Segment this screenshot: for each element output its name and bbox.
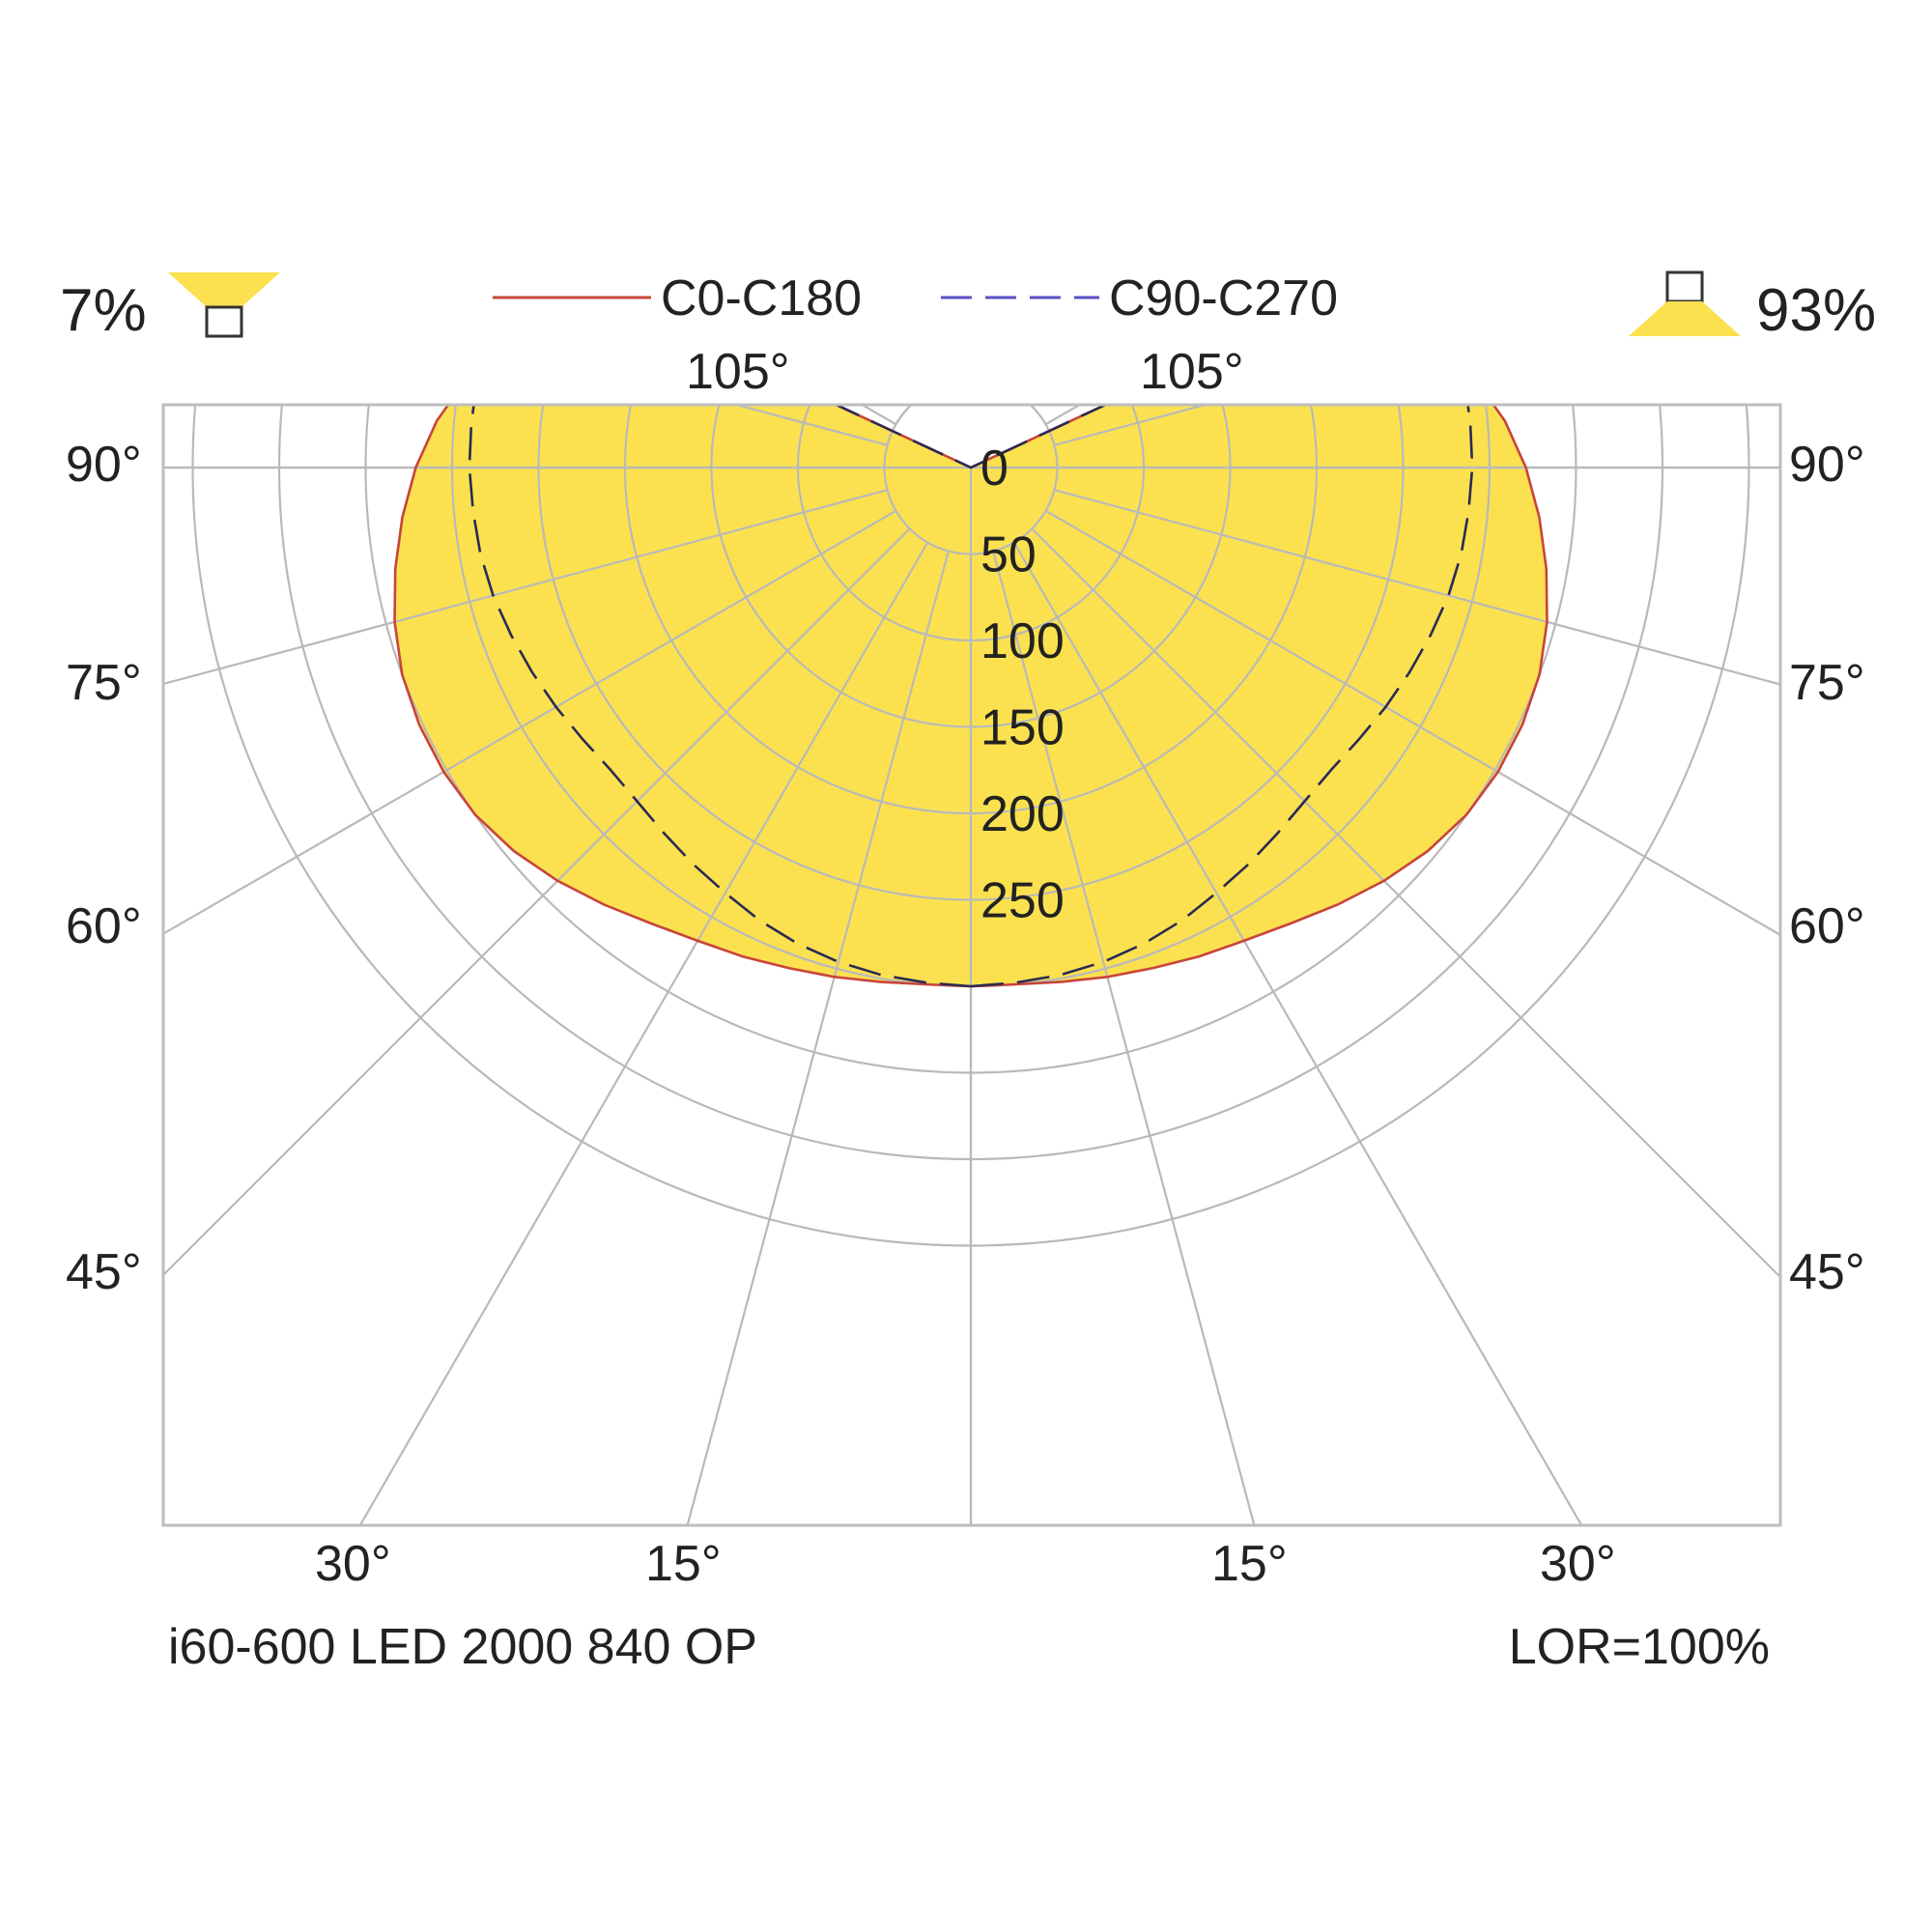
grid-spoke (1054, 489, 1780, 686)
angle-label-bottom-left-15: 15° (645, 1536, 722, 1592)
plot-frame (161, 403, 1782, 1527)
radial-tick-label: 50 (980, 527, 1037, 583)
grid-spoke (163, 509, 897, 935)
grid-spoke (163, 489, 888, 686)
grid-spoke (1014, 0, 1647, 392)
grid-spoke (1012, 541, 1583, 1525)
grid-spoke (686, 551, 950, 1525)
radial-tick-label: 200 (980, 786, 1065, 842)
radial-tick-label: 0 (980, 440, 1009, 497)
legend-c0-c180-label: C0-C180 (661, 270, 862, 327)
radial-tick-label: 250 (980, 873, 1065, 929)
angle-label-left-90: 90° (66, 437, 142, 493)
angle-label-left-60: 60° (66, 898, 142, 954)
grid-spoke (992, 551, 1256, 1525)
angle-label-left-75: 75° (66, 655, 142, 711)
lor-value: LOR=100% (1509, 1619, 1770, 1675)
angle-label-right-60: 60° (1789, 898, 1865, 954)
angle-label-right-45: 45° (1789, 1244, 1865, 1300)
upward-percent: 7% (60, 277, 147, 344)
grid-spoke (295, 0, 927, 392)
product-name: i60-600 LED 2000 840 OP (168, 1619, 757, 1675)
angle-label-left-45: 45° (66, 1244, 142, 1300)
series-line-c90-c270 (468, 405, 1474, 988)
legend-c90-c270-label: C90-C270 (1109, 270, 1338, 327)
radial-tick-label: 150 (980, 700, 1065, 756)
grid-spoke (1044, 509, 1780, 937)
grid-spoke (358, 541, 929, 1525)
downward-percent: 93% (1756, 277, 1876, 344)
angle-label-right-75: 75° (1789, 655, 1865, 711)
angle-label-bottom-right-15: 15° (1211, 1536, 1288, 1592)
grid-spoke (1031, 527, 1780, 1279)
legend-c90-c270: C90-C270 (941, 270, 1338, 327)
angle-label-bottom-right-30: 30° (1540, 1536, 1616, 1592)
angle-label-right-90: 90° (1789, 437, 1865, 493)
legend-c0-c180: C0-C180 (493, 270, 862, 327)
angle-label-bottom-left-30: 30° (315, 1536, 391, 1592)
downward-light-icon (1629, 270, 1741, 336)
angle-label-top-left: 105° (686, 344, 790, 400)
angle-label-top-right: 105° (1140, 344, 1244, 400)
radial-tick-label: 100 (980, 613, 1065, 669)
upward-light-icon (168, 272, 280, 338)
